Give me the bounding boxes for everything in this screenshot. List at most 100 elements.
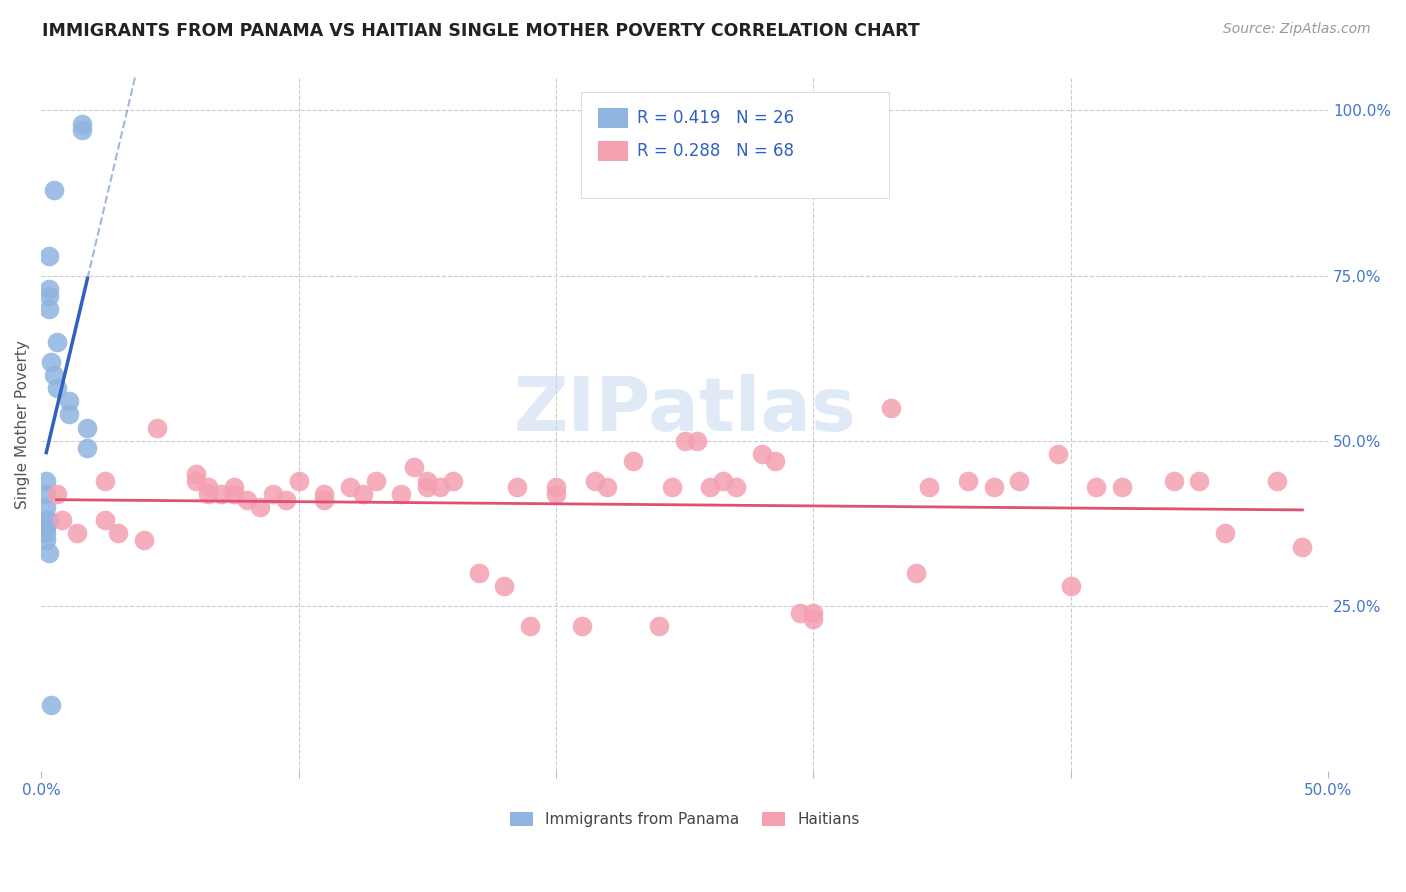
Point	[262, 487, 284, 501]
Point	[1291, 540, 1313, 554]
Point	[1213, 526, 1236, 541]
Point	[184, 467, 207, 481]
Point	[209, 487, 232, 501]
Point	[711, 474, 734, 488]
Point	[35, 526, 58, 541]
Point	[76, 441, 98, 455]
Point	[58, 394, 80, 409]
Point	[35, 520, 58, 534]
Point	[763, 454, 786, 468]
Point	[42, 368, 65, 382]
Point	[41, 698, 63, 713]
Point	[184, 474, 207, 488]
Text: IMMIGRANTS FROM PANAMA VS HAITIAN SINGLE MOTHER POVERTY CORRELATION CHART: IMMIGRANTS FROM PANAMA VS HAITIAN SINGLE…	[42, 22, 920, 40]
Point	[107, 526, 129, 541]
Point	[35, 474, 58, 488]
Point	[1046, 447, 1069, 461]
Point	[506, 480, 529, 494]
Point	[661, 480, 683, 494]
Point	[35, 487, 58, 501]
Point	[38, 249, 60, 263]
Point	[66, 526, 89, 541]
Text: Source: ZipAtlas.com: Source: ZipAtlas.com	[1223, 22, 1371, 37]
Text: R = 0.288   N = 68: R = 0.288 N = 68	[637, 142, 794, 160]
Point	[416, 480, 439, 494]
Point	[391, 487, 413, 501]
Point	[801, 612, 824, 626]
Point	[673, 434, 696, 448]
Text: ZIPatlas: ZIPatlas	[513, 374, 856, 447]
Point	[725, 480, 748, 494]
Point	[621, 454, 644, 468]
Point	[35, 520, 58, 534]
Point	[35, 500, 58, 514]
Point	[905, 566, 928, 580]
Point	[51, 513, 73, 527]
Point	[1008, 474, 1031, 488]
Point	[287, 474, 309, 488]
Point	[364, 474, 387, 488]
Point	[494, 579, 516, 593]
Point	[1085, 480, 1108, 494]
Point	[314, 493, 336, 508]
Text: R = 0.419   N = 26: R = 0.419 N = 26	[637, 109, 794, 127]
Point	[519, 619, 541, 633]
Point	[314, 487, 336, 501]
Point	[146, 420, 169, 434]
Point	[45, 334, 67, 349]
Point	[686, 434, 709, 448]
Point	[699, 480, 721, 494]
Point	[789, 606, 811, 620]
Point	[72, 117, 94, 131]
Point	[648, 619, 671, 633]
Point	[352, 487, 374, 501]
Point	[274, 493, 297, 508]
Point	[956, 474, 979, 488]
Point	[1163, 474, 1185, 488]
Point	[429, 480, 451, 494]
Point	[132, 533, 155, 547]
Point	[404, 460, 426, 475]
Point	[751, 447, 773, 461]
Y-axis label: Single Mother Poverty: Single Mother Poverty	[15, 340, 30, 508]
Point	[224, 487, 246, 501]
Point	[467, 566, 489, 580]
Point	[42, 183, 65, 197]
Point	[339, 480, 361, 494]
Point	[544, 480, 567, 494]
Point	[58, 408, 80, 422]
Point	[35, 513, 58, 527]
Point	[249, 500, 271, 514]
Legend: Immigrants from Panama, Haitians: Immigrants from Panama, Haitians	[503, 805, 866, 833]
Point	[38, 288, 60, 302]
Point	[45, 487, 67, 501]
Point	[38, 546, 60, 560]
Point	[94, 513, 117, 527]
Point	[801, 606, 824, 620]
Point	[416, 474, 439, 488]
Point	[224, 480, 246, 494]
Point	[1111, 480, 1133, 494]
Point	[35, 533, 58, 547]
Point	[1060, 579, 1083, 593]
Point	[583, 474, 606, 488]
Point	[983, 480, 1005, 494]
Point	[571, 619, 593, 633]
Point	[38, 301, 60, 316]
Point	[236, 493, 259, 508]
Point	[41, 354, 63, 368]
Point	[197, 487, 219, 501]
Point	[1265, 474, 1288, 488]
Point	[197, 480, 219, 494]
Point	[38, 282, 60, 296]
Point	[94, 474, 117, 488]
Point	[76, 420, 98, 434]
Point	[45, 381, 67, 395]
Point	[72, 123, 94, 137]
Point	[596, 480, 619, 494]
Point	[879, 401, 901, 415]
Point	[441, 474, 464, 488]
Point	[1188, 474, 1211, 488]
Point	[918, 480, 941, 494]
Point	[38, 513, 60, 527]
